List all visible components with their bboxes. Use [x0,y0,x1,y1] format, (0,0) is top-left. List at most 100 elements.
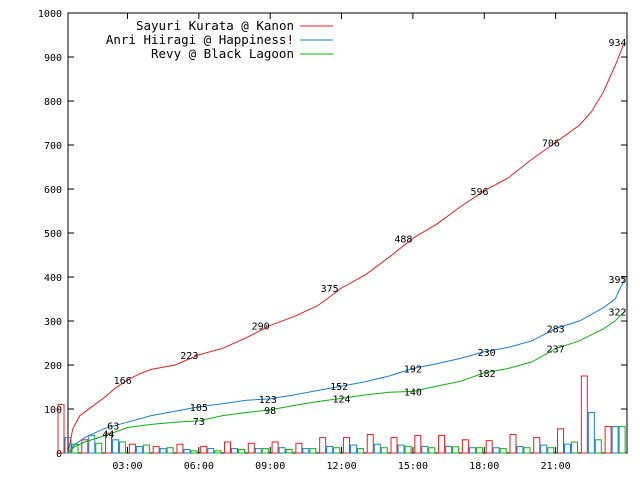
y-tick-label: 500 [44,229,62,240]
data-label: 63 [107,421,119,432]
hourly-bar [404,445,412,454]
hourly-bar [499,448,507,454]
hourly-bar [57,404,65,454]
hourly-bar [214,450,222,454]
x-tick-label: 15:00 [398,461,428,472]
x-tick-label: 21:00 [541,461,571,472]
data-label: 98 [264,406,276,417]
hourly-bar [445,445,453,454]
series-line [67,310,625,454]
y-tick-label: 400 [44,273,62,284]
hourly-bar [414,434,422,454]
data-label: 182 [478,369,496,380]
hourly-bar [309,448,317,454]
hourly-bar [200,445,208,454]
y-tick-label: 800 [44,97,62,108]
hourly-bar [159,448,167,454]
x-tick-label: 18:00 [469,461,499,472]
hourly-bar [247,442,255,454]
data-label: 322 [608,307,626,318]
axes: 0 100 200 300 400 500 600 700 800 900 1000 03:00 06:… [38,9,627,472]
y-tick-label: 200 [44,361,62,372]
hourly-bar [295,442,303,454]
data-label: 44 [102,430,114,441]
data-label: 223 [180,351,198,362]
hourly-bar [152,445,160,454]
hourly-bar [492,447,500,454]
hourly-bar [509,434,517,454]
series-line [67,278,626,454]
hourly-bar [119,441,127,454]
legend-entry-label: Sayuri Kurata @ Kanon [136,18,294,33]
hourly-bar [618,426,626,454]
hourly-bar [611,426,619,454]
hourly-bar [580,375,588,454]
hourly-bar [254,448,262,454]
hourly-bar [587,412,595,454]
y-tick-label: 300 [44,317,62,328]
x-tick-label: 06:00 [184,461,214,472]
data-label: 140 [404,387,422,398]
y-tick-label: 700 [44,141,62,152]
hourly-bar [564,443,572,454]
hourly-bar [88,434,96,454]
data-label: 706 [542,138,560,149]
hourly-bar [261,448,269,454]
series-line [67,41,626,454]
hourly-bar [326,445,334,454]
y-tick-label: 1000 [38,9,62,20]
y-tick-label: 600 [44,185,62,196]
hourly-bar [356,448,364,454]
y-tick-label: 900 [44,53,62,64]
hourly-bar [105,432,113,454]
x-tick-label: 03:00 [112,461,142,472]
hourly-bar [302,448,310,454]
y-tick-label: 0 [56,449,62,460]
legend-entry-label: Anri Hiiragi @ Happiness! [106,32,294,47]
data-label: 290 [252,321,270,332]
hourly-bar [547,447,555,454]
hourly-bar [604,426,612,454]
hourly-bar [461,439,469,454]
hourly-bar [468,447,476,454]
hourly-bar [557,428,565,454]
series-lines [67,41,626,454]
hourly-bar [438,434,446,454]
hourly-bar [135,445,143,454]
hourly-bar [319,437,327,454]
data-label: 395 [608,275,626,286]
y-tick-label: 100 [44,405,62,416]
data-label: 488 [394,234,412,245]
data-label: 375 [321,284,339,295]
hourly-bar [190,450,198,454]
hourly-bar [366,434,374,454]
hourly-bar [278,447,286,454]
hourly-bar [271,441,279,454]
x-tick-label: 12:00 [326,461,356,472]
hourly-bar [533,437,541,454]
hourly-bar [380,447,388,454]
hourly-bar [342,437,350,454]
data-label: 105 [190,403,208,414]
hourly-bar [397,444,405,454]
hourly-bar [485,440,493,454]
hourly-bar [207,448,215,454]
hourly-bar [452,446,460,454]
x-tick-label: 09:00 [255,461,285,472]
data-label: 152 [330,382,348,393]
data-label: 166 [114,376,132,387]
hourly-bars [57,375,626,454]
data-labels: 166 223 290 375 488 596 706 934 63 105 123 152 192 23… [102,38,626,441]
hourly-bar [142,444,150,454]
hourly-bar [231,448,239,454]
hourly-bar [183,448,191,454]
data-label: 230 [478,348,496,359]
hourly-bar [571,441,579,454]
hourly-bar [176,443,184,454]
hourly-bar [166,447,174,454]
hourly-bar [224,441,232,454]
data-label: 237 [547,345,565,356]
hourly-bar [349,444,357,454]
